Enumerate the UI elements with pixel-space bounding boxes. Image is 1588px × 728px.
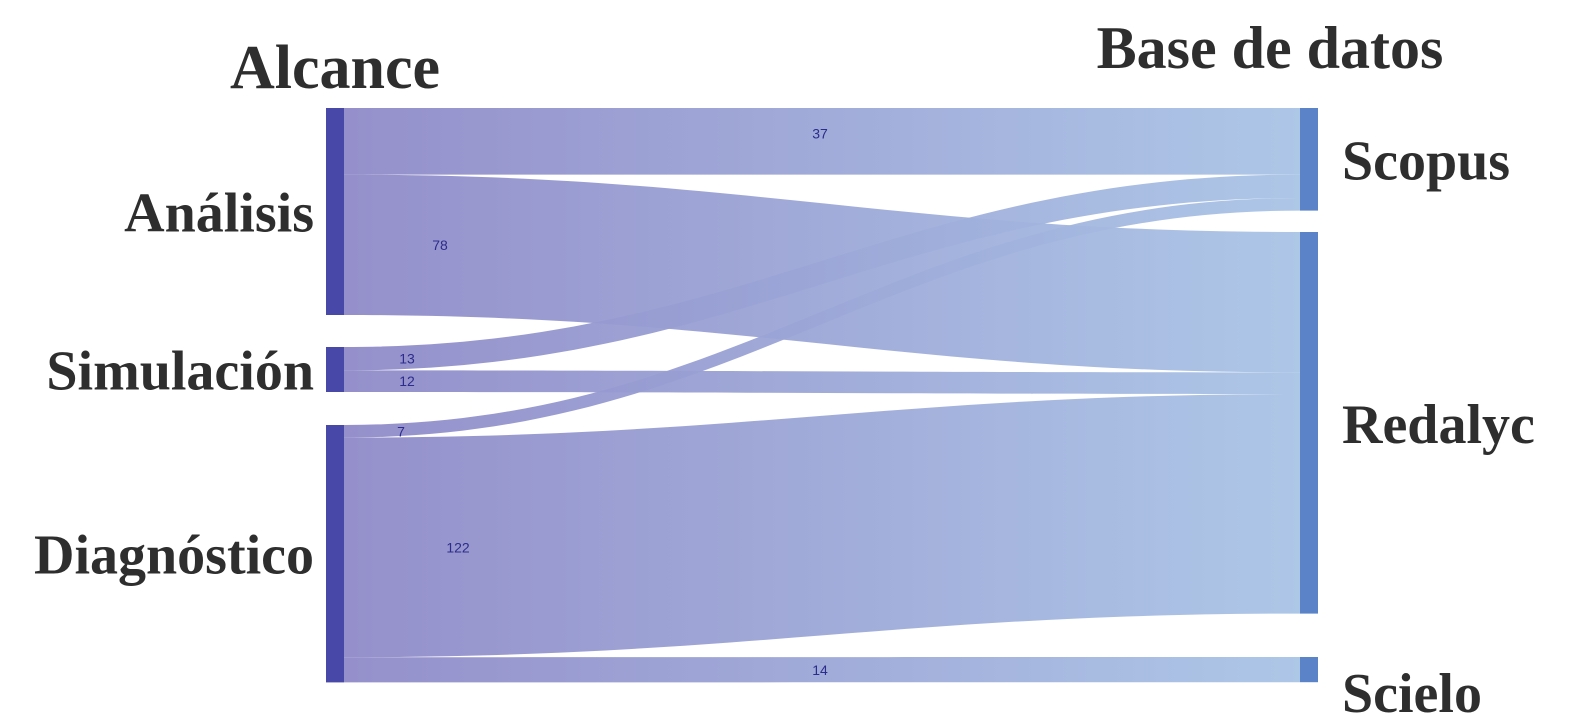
flow-simulacion-to-scopus — [344, 174, 1300, 371]
node-label-analisis: Análisis — [124, 183, 314, 245]
labels-layer: Análisis Simulación Diagnóstico Scopus Redal… — [34, 125, 1535, 725]
flows-layer — [344, 108, 1300, 683]
flow-label-simulacion-to-redalyc: 12 — [399, 373, 415, 389]
flow-label-analisis-to-redalyc: 78 — [432, 237, 448, 253]
flow-label-analisis-to-scopus: 37 — [812, 125, 828, 141]
flow-analisis-to-scopus — [344, 108, 1300, 175]
node-simulacion — [326, 347, 344, 392]
node-label-redalyc: Redalyc — [1342, 394, 1535, 456]
node-label-scielo: Scielo — [1342, 663, 1482, 725]
flow-label-diagnostico-to-redalyc: 122 — [446, 539, 470, 555]
node-redalyc — [1300, 232, 1318, 614]
node-diagnostico — [326, 425, 344, 683]
flow-diagnostico-to-scopus — [344, 198, 1300, 438]
node-scielo — [1300, 657, 1318, 683]
node-analisis — [326, 108, 344, 315]
flow-label-diagnostico-to-scopus: 7 — [397, 423, 405, 439]
flow-label-diagnostico-to-scielo: 14 — [812, 662, 828, 678]
flow-diagnostico-to-redalyc — [344, 394, 1300, 658]
node-label-diagnostico: Diagnóstico — [34, 525, 314, 587]
flow-simulacion-to-redalyc — [344, 370, 1300, 394]
flow-label-simulacion-to-scopus: 13 — [399, 351, 415, 367]
flow-diagnostico-to-scielo — [344, 657, 1300, 683]
node-label-simulacion: Simulación — [46, 341, 314, 403]
right-axis-title: Base de datos — [1097, 15, 1444, 81]
node-scopus — [1300, 108, 1318, 211]
left-axis-title: Alcance — [230, 34, 440, 102]
nodes-layer — [326, 108, 1318, 683]
node-label-scopus: Scopus — [1342, 130, 1510, 192]
